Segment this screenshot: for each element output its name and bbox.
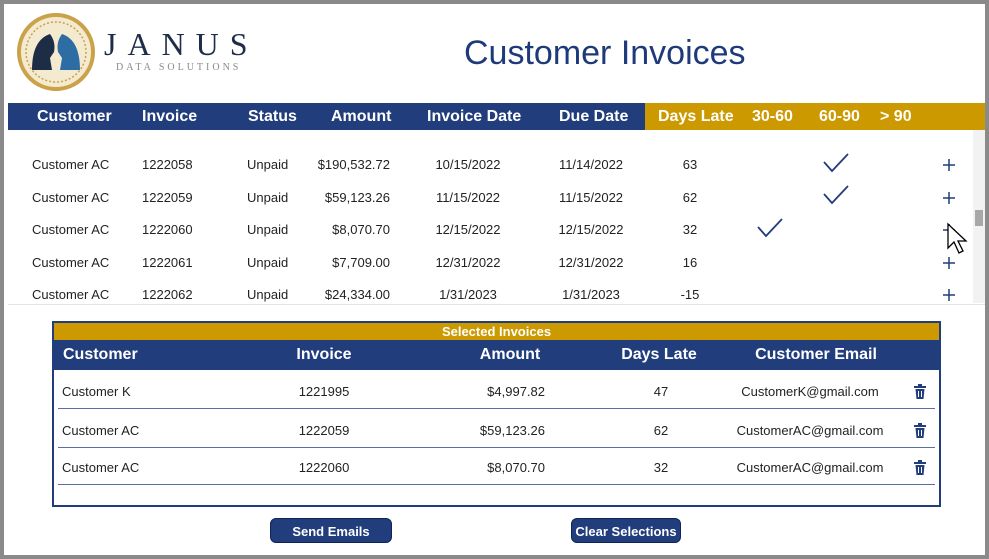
cell: Unpaid <box>247 287 289 302</box>
cell: $24,334.00 <box>324 287 390 302</box>
cell: Customer AC <box>32 254 110 270</box>
cell: -15 <box>680 287 700 302</box>
cell: 12/15/2022 <box>558 222 624 237</box>
cell: 1222061 <box>142 254 193 270</box>
cell: CustomerK@gmail.com <box>741 384 879 399</box>
column-header: > 90 <box>880 108 912 125</box>
cell: 1221995 <box>298 384 350 399</box>
cell: Customer AC <box>32 222 110 237</box>
cell: 1/31/2023 <box>439 287 497 302</box>
cell: 32 <box>653 460 669 475</box>
check-icon <box>823 153 849 173</box>
check-icon <box>823 185 849 205</box>
cell: $59,123.26 <box>479 423 545 438</box>
cell: 32 <box>682 222 698 237</box>
cell: Customer AC <box>32 287 110 302</box>
row-separator <box>58 484 935 485</box>
cell: 1222058 <box>142 157 193 172</box>
cell: CustomerAC@gmail.com <box>736 460 884 475</box>
column-header: Customer Email <box>755 346 877 363</box>
cell: Customer AC <box>62 423 140 438</box>
logo-tagline: DATA SOLUTIONS <box>116 62 242 73</box>
logo-emblem <box>17 13 95 91</box>
column-header: Days Late <box>658 108 734 125</box>
cell: 1/31/2023 <box>562 287 620 302</box>
cell: Customer AC <box>32 189 110 205</box>
column-header: 30-60 <box>752 108 793 125</box>
column-header: Amount <box>331 108 392 125</box>
add-button[interactable] <box>942 158 956 172</box>
selected-title: Selected Invoices <box>54 323 939 340</box>
cell: $7,709.00 <box>332 254 390 270</box>
row-separator <box>58 447 935 448</box>
cell: 11/15/2022 <box>435 189 501 205</box>
cell: Unpaid <box>247 189 289 205</box>
page-title: Customer Invoices <box>464 34 746 72</box>
cell: $190,532.72 <box>317 157 390 172</box>
grid-header: Customer Invoice Status Amount Invoice Date D… <box>8 103 985 130</box>
cell: Unpaid <box>247 157 289 172</box>
cell: Unpaid <box>247 222 289 237</box>
cell: Unpaid <box>247 254 289 270</box>
column-header: 60-90 <box>819 108 860 125</box>
cell: 12/31/2022 <box>435 254 501 270</box>
column-header: Days Late <box>621 346 697 363</box>
selected-panel: Selected Invoices Customer Invoice Amount D… <box>52 321 941 507</box>
cell: 16 <box>682 254 698 270</box>
cell: 47 <box>653 384 669 399</box>
add-button[interactable] <box>942 191 956 205</box>
delete-button[interactable] <box>913 384 927 400</box>
column-header: Customer <box>37 108 112 125</box>
delete-button[interactable] <box>913 423 927 439</box>
add-button[interactable] <box>942 288 956 302</box>
cell: 1222060 <box>298 460 350 475</box>
mouse-cursor <box>947 222 968 254</box>
invoice-grid: Customer AC 1222058 Unpaid $190,532.72 10/15… <box>8 130 985 303</box>
scroll-thumb[interactable] <box>975 210 983 226</box>
cell: 62 <box>653 423 669 438</box>
cell: 1222059 <box>142 189 193 205</box>
check-icon <box>757 218 783 238</box>
cell: 62 <box>682 189 698 205</box>
cell: Customer K <box>62 384 131 399</box>
column-header: Status <box>248 108 297 125</box>
cell: 12/31/2022 <box>558 254 624 270</box>
delete-button[interactable] <box>913 460 927 476</box>
scrollbar[interactable] <box>973 130 985 303</box>
row-separator <box>58 408 935 409</box>
column-header: Amount <box>479 346 541 363</box>
column-header: Due Date <box>559 108 629 125</box>
logo-name: JANUS <box>104 26 259 62</box>
cell: 63 <box>682 157 698 172</box>
action-button[interactable]: Send Emails <box>270 518 392 543</box>
selected-header: Customer Invoice Amount Days Late Customer E… <box>54 340 939 370</box>
cell: 10/15/2022 <box>435 157 501 172</box>
action-button[interactable]: Clear Selections <box>571 518 681 543</box>
cell: 11/14/2022 <box>558 157 624 172</box>
cell: 12/15/2022 <box>435 222 501 237</box>
column-header: Invoice Date <box>427 108 522 125</box>
column-header: Invoice <box>296 346 352 363</box>
cell: 1222062 <box>142 287 193 302</box>
cell: 1222060 <box>142 222 193 237</box>
column-header: Customer <box>63 346 138 363</box>
column-header: Invoice <box>142 108 198 125</box>
cell: CustomerAC@gmail.com <box>736 423 884 438</box>
cell: Customer AC <box>62 460 140 475</box>
aging-header <box>645 103 985 130</box>
cell: $59,123.26 <box>324 189 390 205</box>
cell: 11/15/2022 <box>558 189 624 205</box>
cell: $8,070.70 <box>332 222 390 237</box>
cell: Customer AC <box>32 157 110 172</box>
add-button[interactable] <box>942 256 956 270</box>
cell: $8,070.70 <box>487 460 545 475</box>
divider <box>8 304 985 305</box>
cell: 1222059 <box>298 423 350 438</box>
cell: $4,997.82 <box>487 384 545 399</box>
